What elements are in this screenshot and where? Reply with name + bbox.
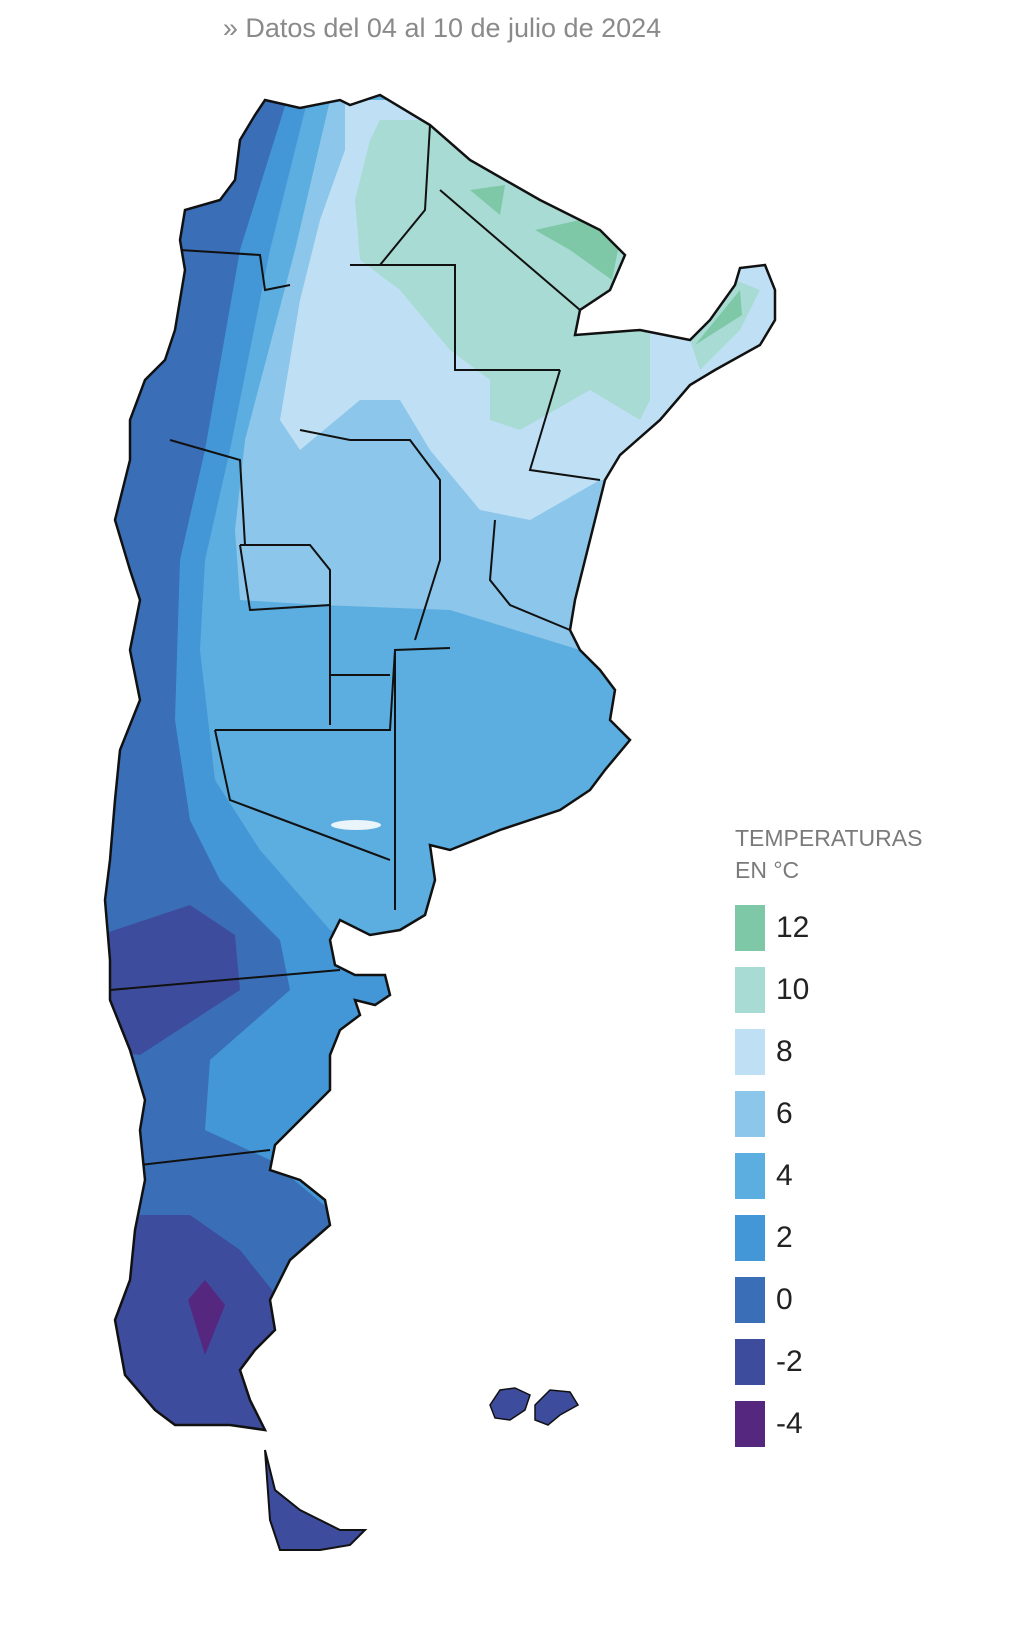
legend-label: -2 [776,1345,803,1378]
legend-swatch [735,1091,765,1137]
legend-swatch [735,1277,765,1323]
tierra-del-fuego [264,1449,368,1551]
band-minus-2 [110,1215,280,1430]
legend-label: 12 [776,911,809,944]
band-12 [535,220,620,280]
legend-swatch [735,1029,765,1075]
legend-swatch [735,1215,765,1261]
band-minus-2 [105,905,240,1055]
legend-label: -4 [776,1407,803,1440]
band-minus-4 [188,1280,225,1355]
legend-label: 4 [776,1159,793,1192]
legend-label: 8 [776,1035,793,1068]
legend-label: 6 [776,1097,793,1130]
band-12 [695,290,742,345]
legend-swatch [735,1339,765,1385]
subtitle: » Datos del 04 al 10 de julio de 2024 [223,13,661,43]
legend-title: EN °C [735,857,799,883]
legend-label: 0 [776,1283,793,1316]
legend-swatch [735,1401,765,1447]
legend: TEMPERATURAS EN °C 12 10 8 6 4 2 0 -2 -4 [735,825,922,1447]
province-borders [109,124,601,1166]
legend-title: TEMPERATURAS [735,825,922,851]
islas-malvinas [489,1387,580,1426]
legend-label: 2 [776,1221,793,1254]
legend-label: 10 [776,973,809,1006]
lake [331,820,381,830]
legend-swatch [735,905,765,951]
legend-swatch [735,1153,765,1199]
band-12 [470,185,505,215]
legend-swatch [735,967,765,1013]
